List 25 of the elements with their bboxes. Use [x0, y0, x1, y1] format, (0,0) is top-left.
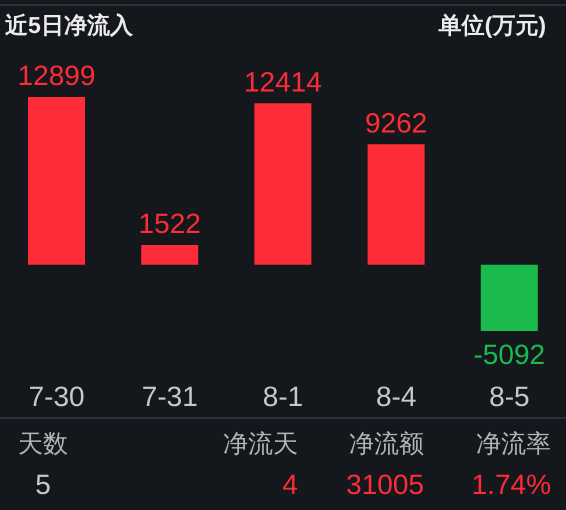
x-tick-label: 7-30 [28, 381, 85, 412]
text: 净流率 [476, 430, 551, 458]
data-label: 9262 [364, 107, 428, 138]
text: 天数 [17, 430, 69, 458]
data-label: 12414 [244, 66, 322, 98]
text: 5 [34, 469, 52, 500]
x-tick-label: 8-1 [262, 381, 304, 412]
bar [480, 264, 538, 331]
bar [141, 244, 198, 265]
data-label: 12899 [18, 60, 96, 91]
chart-subtitle: 单位(万元) [438, 12, 546, 38]
text: 31005 [346, 469, 424, 500]
x-tick-label: 8-4 [376, 381, 416, 412]
data-label: -5092 [473, 339, 546, 370]
text: 1.74% [472, 469, 551, 500]
chart-title: 近5日净流入 [5, 12, 133, 38]
bar [368, 144, 425, 265]
text: 净流天 [223, 430, 298, 458]
bar [254, 103, 312, 265]
data-label: 1522 [138, 208, 201, 239]
x-tick-label: 8-5 [489, 381, 530, 412]
text: 4 [282, 469, 298, 500]
x-tick-label: 7-31 [142, 381, 198, 412]
bar [28, 97, 85, 265]
text: 净流额 [349, 430, 424, 458]
